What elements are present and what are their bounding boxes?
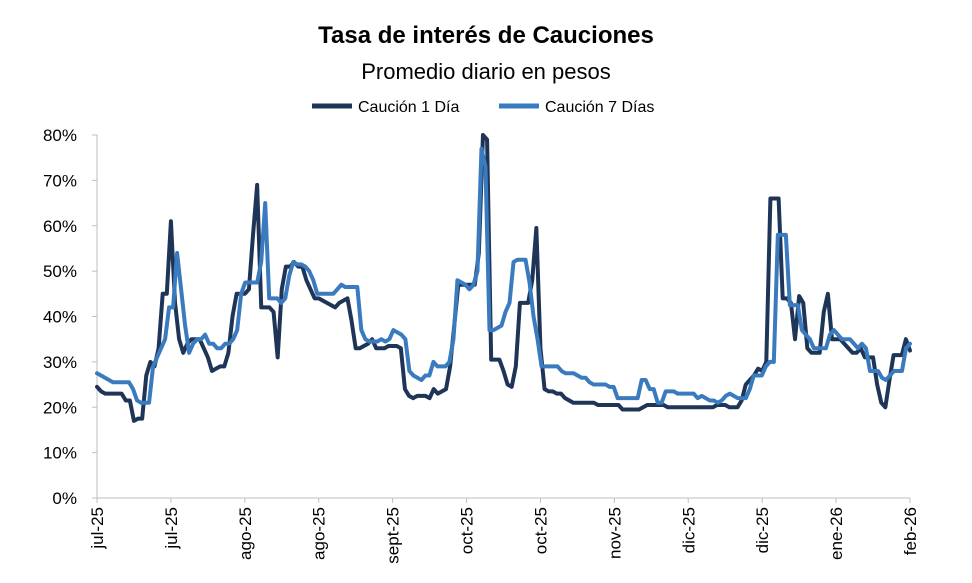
x-tick-label: jul-25	[88, 507, 107, 550]
x-tick-label: oct-25	[458, 507, 477, 554]
y-axis: 0% 10% 20% 30% 40% 50% 60% 70% 80%	[43, 126, 98, 508]
x-tick-label: oct-25	[531, 507, 550, 554]
y-tick-label: 0%	[52, 489, 77, 508]
x-tick-label: ene-26	[827, 507, 846, 560]
chart-subtitle: Promedio diario en pesos	[361, 59, 610, 84]
y-tick-label: 10%	[43, 444, 77, 463]
y-tick-label: 70%	[43, 171, 77, 190]
y-tick-label: 60%	[43, 217, 77, 236]
x-tick-label: sept-25	[384, 507, 403, 564]
x-tick-label: ago-25	[310, 507, 329, 560]
x-tick-label: ago-25	[236, 507, 255, 560]
x-tick-label: dic-25	[753, 507, 772, 553]
x-tick-label: nov-25	[605, 507, 624, 559]
y-tick-label: 50%	[43, 262, 77, 281]
chart-title: Tasa de interés de Cauciones	[318, 22, 654, 49]
legend-label-caucion-7-dias: Caución 7 Días	[545, 99, 654, 116]
series-line-caucion-1-dia	[95, 133, 912, 423]
y-tick-label: 80%	[43, 126, 77, 145]
plot-area	[95, 133, 912, 423]
x-axis: jul-25 jul-25 ago-25 ago-25 sept-25 oct-25 oct…	[88, 497, 920, 564]
y-tick-label: 40%	[43, 308, 77, 327]
legend: Caución 1 Día Caución 7 Días	[312, 99, 654, 116]
legend-label-caucion-1-dia: Caución 1 Día	[358, 99, 459, 116]
x-tick-label: feb-26	[901, 507, 920, 555]
y-tick-label: 20%	[43, 398, 77, 417]
x-tick-label: jul-25	[162, 507, 181, 550]
y-tick-label: 30%	[43, 353, 77, 372]
series-line-caucion-7-dias	[95, 146, 912, 405]
x-tick-label: dic-25	[679, 507, 698, 553]
